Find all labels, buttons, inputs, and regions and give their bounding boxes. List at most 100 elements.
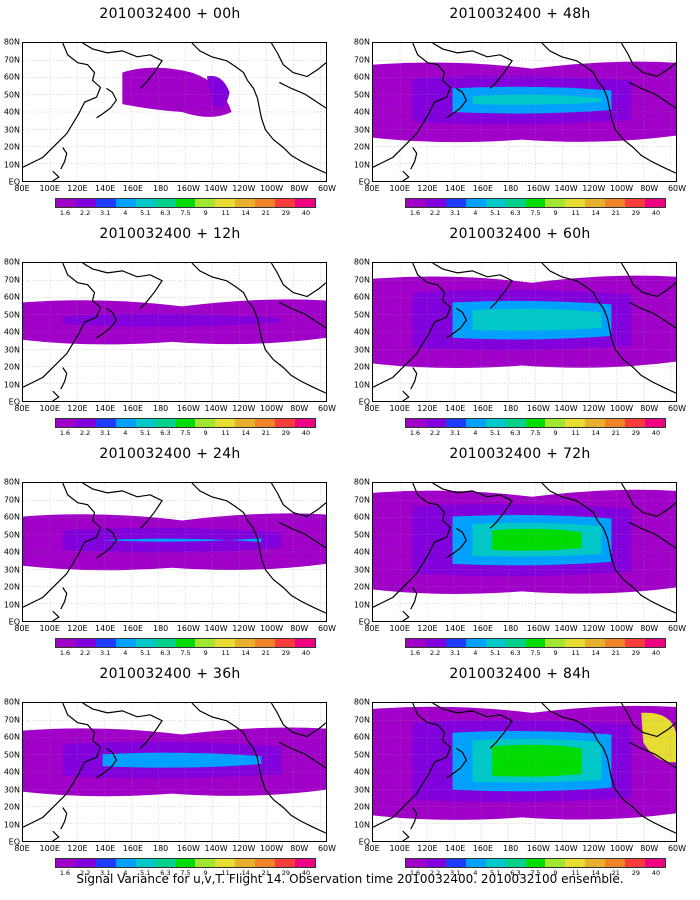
latitude-tick-label: 70N <box>3 55 20 64</box>
colorbar-swatch <box>425 419 446 427</box>
longitude-tick-label: 160E <box>472 624 494 633</box>
coastline <box>373 263 452 388</box>
map-panel: 2010032400 + 84h 80N 70N 60N 50N 40N 30N 20N 10N… <box>350 660 690 877</box>
colorbar-tick-label: 1.6 <box>409 649 421 657</box>
longitude-tick-label: 160W <box>176 184 200 193</box>
longitude-tick-label: 100W <box>259 184 284 193</box>
longitude-tick-label: 120W <box>582 184 606 193</box>
longitude-tick-label: 120E <box>67 844 88 853</box>
longitude-tick-label: 140W <box>554 844 578 853</box>
coastline <box>402 610 410 621</box>
colorbar-tick-label: 11 <box>221 429 230 437</box>
longitude-tick-label: 180 <box>152 624 169 633</box>
latitude-labels: 80N 70N 60N 50N 40N 30N 20N 10N EQ <box>350 258 372 407</box>
latitude-tick-label: 70N <box>353 715 370 724</box>
variance-contour <box>472 308 602 331</box>
colorbar <box>55 418 316 428</box>
colorbar-tick-label: 1.6 <box>409 869 421 877</box>
colorbar-swatch <box>625 199 646 207</box>
longitude-tick-label: 180 <box>152 404 169 413</box>
colorbar-tick-label: 2.2 <box>79 869 91 877</box>
map-panel: 2010032400 + 00h 80N 70N 60N 50N 40N 30N 20N 10N… <box>0 0 340 217</box>
coastline <box>373 43 452 168</box>
coastline <box>52 170 60 181</box>
panel-title: 2010032400 + 84h <box>449 666 591 682</box>
colorbar-tick-label: 11 <box>571 429 580 437</box>
colorbar-tick-label: 21 <box>261 429 270 437</box>
colorbar-tick-label: 3.1 <box>450 429 461 437</box>
latitude-tick-label: 50N <box>353 530 370 539</box>
coastline <box>402 390 410 401</box>
colorbar-swatch <box>406 419 426 427</box>
coastline <box>23 483 102 608</box>
colorbar-tick-label: 11 <box>221 869 230 877</box>
coastline <box>279 301 326 329</box>
colorbar-swatch <box>56 859 76 867</box>
coastline <box>597 80 676 174</box>
colorbar-tick-label: 1.6 <box>59 649 71 657</box>
latitude-labels: 80N 70N 60N 50N 40N 30N 20N 10N EQ <box>350 478 372 627</box>
longitude-tick-label: 120E <box>417 624 438 633</box>
latitude-tick-label: 40N <box>3 327 20 337</box>
colorbar-swatch <box>115 199 136 207</box>
longitude-tick-label: 180 <box>152 844 169 853</box>
latitude-tick-label: 40N <box>353 327 370 337</box>
colorbar-labels: 1.6 2.2 3.1 4 5.1 6.3 7.5 9 11 14 21 29 40 <box>55 649 316 657</box>
latitude-tick-label: 30N <box>353 565 370 574</box>
longitude-labels: 80E 100E 120E 140E 160E 180 160W 140W 120W 100W 80… <box>12 184 337 194</box>
latitude-tick-label: EQ <box>358 177 370 187</box>
longitude-tick-label: 120W <box>582 844 606 853</box>
colorbar-tick-label: 7.5 <box>530 209 541 217</box>
colorbar-swatch <box>465 859 486 867</box>
longitude-tick-label: 80E <box>14 624 30 633</box>
colorbar-swatch <box>155 639 176 647</box>
longitude-tick-label: 120E <box>417 844 438 853</box>
coastline <box>373 483 452 608</box>
colorbar-tick-label: 21 <box>611 649 620 657</box>
longitude-labels: 80E 100E 120E 140E 160E 180 160W 140W 120W 100W 80… <box>362 184 687 194</box>
latitude-tick-label: EQ <box>8 177 20 187</box>
coastline <box>629 741 676 769</box>
colorbar-tick-label: 3.1 <box>450 869 461 877</box>
longitude-tick-label: 60W <box>667 624 687 633</box>
latitude-tick-label: 80N <box>353 37 370 47</box>
variance-map <box>373 43 676 181</box>
longitude-tick-label: 60W <box>317 624 337 633</box>
colorbar-tick-label: 29 <box>281 429 291 437</box>
colorbar-swatch <box>175 639 196 647</box>
longitude-tick-label: 140E <box>445 184 466 193</box>
colorbar-swatch <box>625 859 646 867</box>
longitude-tick-label: 140E <box>95 184 116 193</box>
panel-title: 2010032400 + 00h <box>99 6 241 22</box>
longitude-tick-label: 60W <box>317 404 337 413</box>
colorbar-tick-label: 5.1 <box>140 429 151 437</box>
colorbar-swatch <box>505 859 526 867</box>
colorbar-tick-label: 29 <box>631 869 641 877</box>
latitude-tick-label: 40N <box>353 767 370 777</box>
coastline <box>191 263 249 301</box>
coastline <box>270 483 326 518</box>
longitude-tick-label: 160E <box>472 184 494 193</box>
colorbar-swatch <box>95 859 116 867</box>
longitude-tick-label: 160E <box>122 844 144 853</box>
longitude-tick-label: 180 <box>502 624 519 633</box>
coastline <box>191 43 249 81</box>
longitude-tick-label: 140E <box>445 844 466 853</box>
longitude-tick-label: 140E <box>95 404 116 413</box>
latitude-tick-label: 30N <box>353 125 370 134</box>
longitude-tick-label: 80W <box>640 184 659 193</box>
colorbar-swatch <box>585 639 606 647</box>
colorbar-tick-label: 21 <box>261 649 270 657</box>
latitude-tick-label: 70N <box>3 275 20 284</box>
longitude-tick-label: 120W <box>582 404 606 413</box>
latitude-tick-label: 30N <box>3 125 20 134</box>
colorbar-swatch <box>545 639 566 647</box>
colorbar-labels: 1.6 2.2 3.1 4 5.1 6.3 7.5 9 11 14 21 29 40 <box>55 209 316 217</box>
colorbar-tick-label: 2.2 <box>429 429 441 437</box>
latitude-tick-label: 50N <box>353 90 370 99</box>
latitude-tick-label: 20N <box>353 362 370 372</box>
latitude-tick-label: 80N <box>3 697 20 707</box>
colorbar-swatch <box>175 859 196 867</box>
coastline <box>620 703 676 738</box>
longitude-tick-label: 120E <box>67 184 88 193</box>
